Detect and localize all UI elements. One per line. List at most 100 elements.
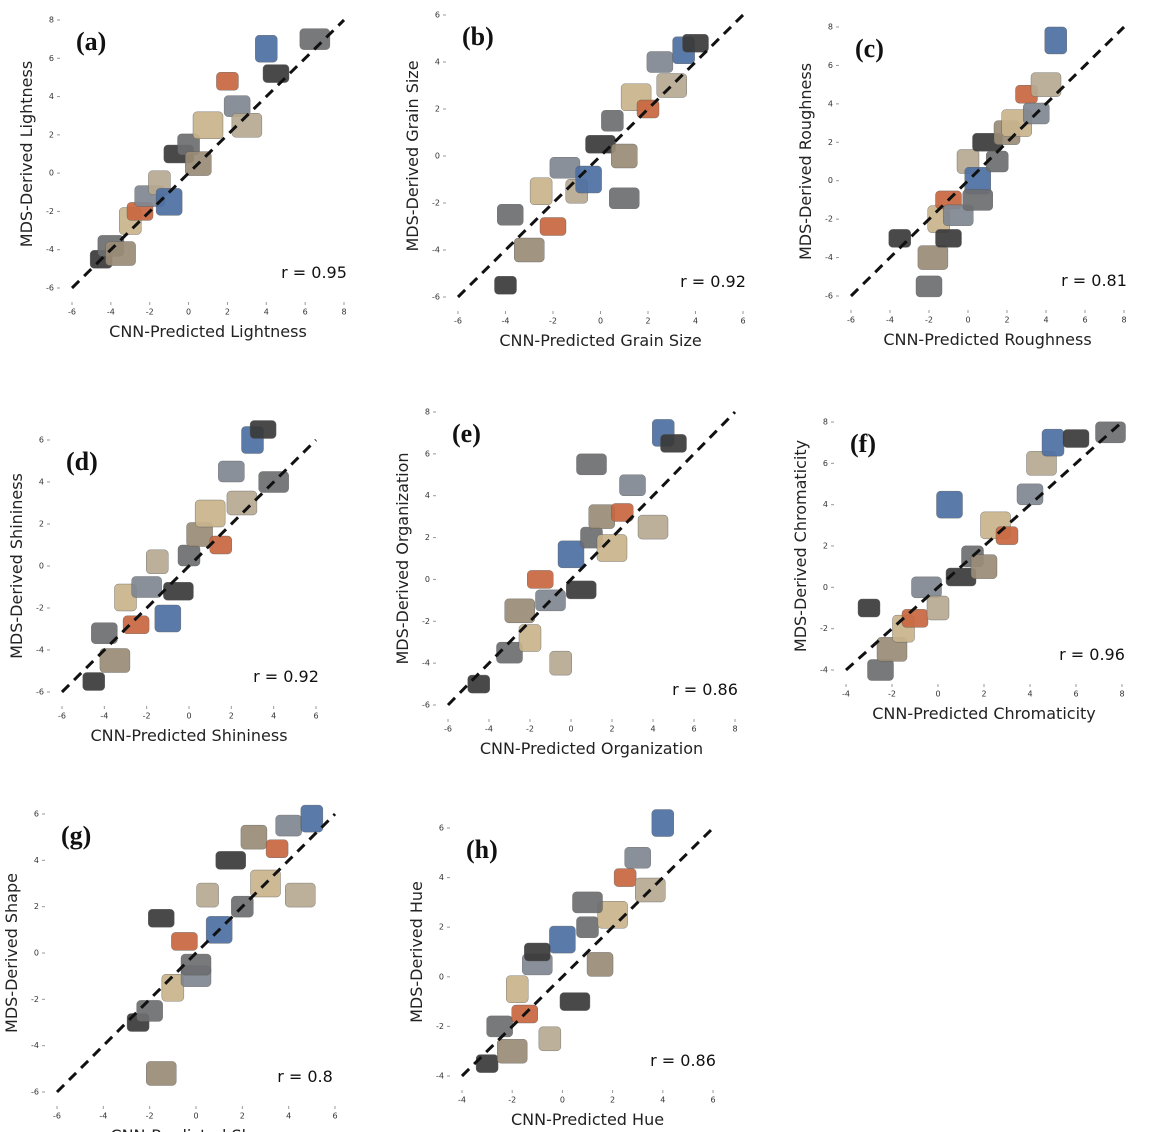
x-tick-label: -2 bbox=[526, 725, 534, 734]
rock-marker bbox=[549, 650, 572, 676]
rock-marker bbox=[518, 624, 542, 652]
rock-marker bbox=[262, 64, 290, 83]
identity-line bbox=[60, 438, 318, 694]
y-tick-label: 2 bbox=[439, 923, 444, 932]
x-tick-label: 4 bbox=[1043, 316, 1048, 325]
rock-marker bbox=[240, 824, 268, 850]
rock-marker bbox=[209, 535, 232, 555]
y-tick-label: 6 bbox=[425, 449, 430, 458]
y-tick-label: -4 bbox=[46, 245, 54, 254]
y-tick-label: 6 bbox=[435, 11, 440, 20]
y-axis-label: MDS-Derived Shininess bbox=[7, 473, 26, 659]
annotation: r = 0.96 bbox=[1059, 645, 1125, 664]
panel: -6 -4 -2 0 2 4 6 8 -6 -4 -2 0 2 4 6 8 (c) r = 0.81 CNN-Pre… bbox=[796, 23, 1127, 350]
identity-line bbox=[55, 812, 337, 1094]
x-tick-label: -2 bbox=[888, 690, 896, 699]
x-tick-label: 6 bbox=[1073, 690, 1078, 699]
y-tick-label: -6 bbox=[422, 701, 430, 710]
y-tick-label: 6 bbox=[828, 61, 833, 70]
rock-marker bbox=[539, 217, 567, 236]
x-tick-label: 0 bbox=[598, 317, 603, 326]
y-tick-label: -6 bbox=[825, 292, 833, 301]
identity-line bbox=[460, 826, 715, 1078]
y-tick-label: -2 bbox=[820, 624, 828, 633]
x-axis-label: CNN-Predicted Shape bbox=[110, 1126, 281, 1132]
x-tick-label: -4 bbox=[502, 317, 510, 326]
rock-marker bbox=[122, 615, 150, 634]
x-tick-label: -2 bbox=[146, 1112, 154, 1121]
y-tick-label: 0 bbox=[439, 972, 444, 981]
y-tick-label: -2 bbox=[825, 215, 833, 224]
x-tick-label: 2 bbox=[225, 308, 230, 317]
rock-marker bbox=[935, 229, 962, 248]
rock-marker bbox=[646, 51, 674, 73]
x-axis-label: CNN-Predicted Shininess bbox=[90, 726, 287, 745]
y-tick-label: 0 bbox=[49, 169, 54, 178]
y-tick-label: 2 bbox=[49, 130, 54, 139]
y-tick-label: -4 bbox=[422, 659, 430, 668]
x-tick-label: -6 bbox=[454, 317, 462, 326]
rock-marker bbox=[527, 570, 554, 589]
y-tick-label: -2 bbox=[436, 1022, 444, 1031]
y-tick-label: 0 bbox=[823, 583, 828, 592]
x-axis-label: CNN-Predicted Hue bbox=[511, 1110, 664, 1129]
panel: -6 -4 -2 0 2 4 6 -6 -4 -2 0 2 4 6 (g) r = 0.8 CNN-Predic… bbox=[2, 804, 338, 1132]
y-tick-label: 4 bbox=[439, 873, 444, 882]
y-axis-label: MDS-Derived Hue bbox=[407, 881, 426, 1023]
rock-marker bbox=[660, 434, 687, 453]
y-tick-label: 4 bbox=[34, 856, 39, 865]
rock-marker bbox=[601, 110, 624, 132]
rock-marker bbox=[529, 177, 553, 205]
x-tick-label: -6 bbox=[58, 712, 66, 721]
rock-marker bbox=[299, 28, 331, 50]
x-tick-label: 0 bbox=[935, 690, 940, 699]
y-tick-label: -4 bbox=[31, 1041, 39, 1050]
y-tick-label: 6 bbox=[823, 459, 828, 468]
y-tick-label: 6 bbox=[439, 824, 444, 833]
panel-label: (h) bbox=[466, 835, 498, 864]
y-tick-label: 6 bbox=[49, 54, 54, 63]
x-axis-label: CNN-Predicted Roughness bbox=[883, 330, 1091, 349]
x-tick-label: -4 bbox=[485, 725, 493, 734]
rock-marker bbox=[613, 868, 637, 887]
panel-label: (g) bbox=[61, 821, 91, 850]
panel-label: (c) bbox=[855, 34, 884, 63]
rock-marker bbox=[557, 540, 585, 569]
panel-label: (b) bbox=[462, 22, 494, 51]
rock-marker bbox=[962, 189, 993, 211]
rock-marker bbox=[586, 952, 614, 977]
annotation: r = 0.86 bbox=[650, 1051, 716, 1070]
rock-marker bbox=[486, 1015, 513, 1038]
y-tick-label: 0 bbox=[435, 152, 440, 161]
x-tick-label: -2 bbox=[143, 712, 151, 721]
rock-marker bbox=[300, 804, 324, 833]
rock-marker bbox=[146, 549, 169, 574]
rock-marker bbox=[194, 499, 226, 528]
rock-marker bbox=[148, 909, 175, 928]
rock-marker bbox=[231, 113, 263, 138]
y-tick-label: 8 bbox=[828, 23, 833, 32]
rock-marker bbox=[504, 598, 535, 624]
x-tick-label: 4 bbox=[264, 308, 269, 317]
y-tick-label: -4 bbox=[825, 253, 833, 262]
x-tick-label: -2 bbox=[146, 308, 154, 317]
rock-marker bbox=[566, 580, 597, 600]
annotation: r = 0.92 bbox=[680, 272, 746, 291]
x-tick-label: 2 bbox=[229, 712, 234, 721]
rock-marker bbox=[576, 453, 607, 476]
y-tick-label: -6 bbox=[36, 688, 44, 697]
x-tick-label: -4 bbox=[99, 1112, 107, 1121]
rock-marker bbox=[995, 526, 1019, 545]
x-tick-label: 4 bbox=[271, 712, 276, 721]
y-tick-label: 8 bbox=[49, 16, 54, 25]
x-tick-label: -4 bbox=[886, 316, 894, 325]
rock-marker bbox=[888, 229, 911, 248]
y-tick-label: -4 bbox=[36, 646, 44, 655]
y-tick-label: -4 bbox=[820, 666, 828, 675]
y-tick-label: 4 bbox=[49, 92, 54, 101]
x-tick-label: 4 bbox=[286, 1112, 291, 1121]
rock-marker bbox=[494, 276, 517, 295]
rock-marker bbox=[619, 474, 646, 496]
rock-marker bbox=[1062, 429, 1090, 448]
x-tick-label: 2 bbox=[609, 725, 614, 734]
